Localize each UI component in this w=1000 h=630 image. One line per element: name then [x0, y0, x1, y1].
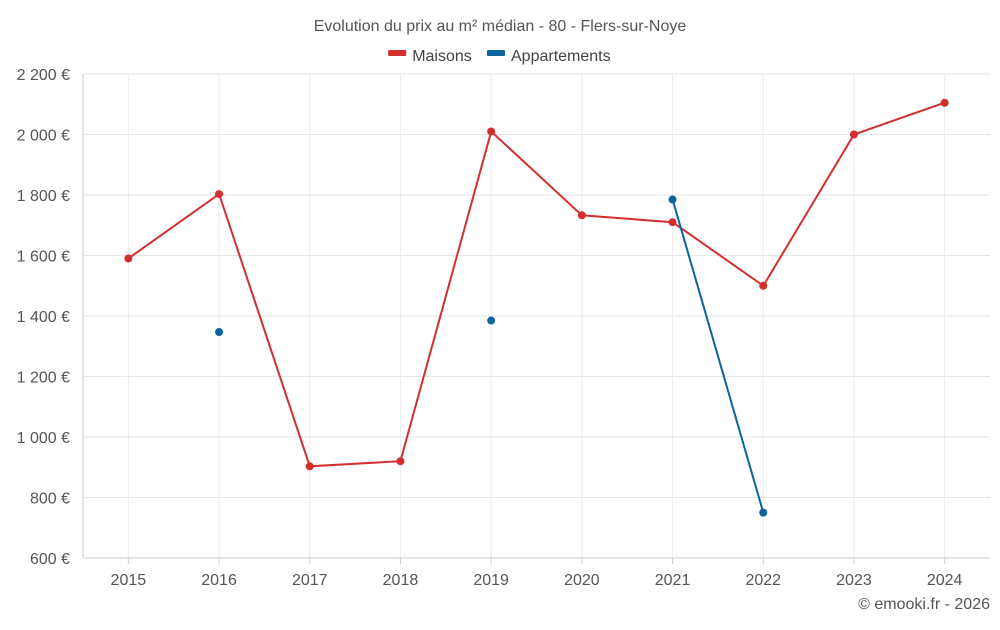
x-axis: 2015 2016 2017 2018 2019 2020 2021 2022 2023 2024: [83, 557, 990, 589]
y-tick-label: 1 800 €: [17, 188, 70, 205]
x-tick-label: 2019: [473, 572, 509, 589]
y-tick-label: 1 000 €: [17, 430, 70, 447]
data-point-appartements: [759, 508, 768, 517]
data-point-maisons: [396, 457, 405, 466]
y-tick-label: 2 200 €: [17, 67, 70, 84]
legend-label-appartements: Appartements: [511, 48, 611, 65]
y-tick-label: 1 400 €: [17, 309, 70, 326]
x-tick-label: 2021: [655, 572, 691, 589]
x-tick-label: 2020: [564, 572, 600, 589]
data-point-appartements: [487, 316, 496, 325]
x-tick-label: 2024: [927, 572, 963, 589]
data-point-maisons: [305, 462, 314, 471]
x-tick-label: 2017: [292, 572, 328, 589]
data-point-appartements: [668, 195, 677, 204]
data-point-maisons: [487, 127, 496, 136]
data-point-appartements: [215, 328, 224, 337]
y-tick-label: 1 600 €: [17, 249, 70, 266]
data-point-maisons: [668, 218, 677, 227]
y-tick-label: 2 000 €: [17, 128, 70, 145]
x-tick-label: 2022: [745, 572, 781, 589]
x-tick-label: 2018: [383, 572, 419, 589]
series-line-appartements: [671, 199, 765, 513]
data-point-maisons: [124, 254, 133, 263]
series-line-maisons: [127, 101, 945, 468]
y-tick-label: 800 €: [30, 491, 70, 508]
data-point-maisons: [215, 190, 224, 199]
chart-title: Evolution du prix au m² médian - 80 - Fl…: [314, 18, 687, 35]
y-axis: 600 € 800 € 1 000 € 1 200 € 1 400 € 1 600 € 1 …: [17, 67, 84, 568]
data-point-maisons: [577, 211, 586, 220]
x-tick-label: 2015: [111, 572, 147, 589]
data-point-maisons: [940, 98, 949, 107]
x-tick-label: 2023: [836, 572, 872, 589]
series-layer: [124, 98, 949, 517]
legend-swatch-maisons: [388, 50, 407, 56]
data-point-maisons: [759, 281, 768, 290]
legend: Maisons Appartements: [388, 48, 611, 65]
x-tick-label: 2016: [201, 572, 237, 589]
legend-label-maisons: Maisons: [412, 48, 472, 65]
credit-text: © emooki.fr - 2026: [858, 596, 990, 613]
data-point-maisons: [849, 130, 858, 139]
legend-swatch-appartements: [487, 50, 505, 56]
y-tick-label: 600 €: [30, 551, 70, 568]
grid-lines: [83, 73, 990, 559]
y-tick-label: 1 200 €: [17, 370, 70, 387]
